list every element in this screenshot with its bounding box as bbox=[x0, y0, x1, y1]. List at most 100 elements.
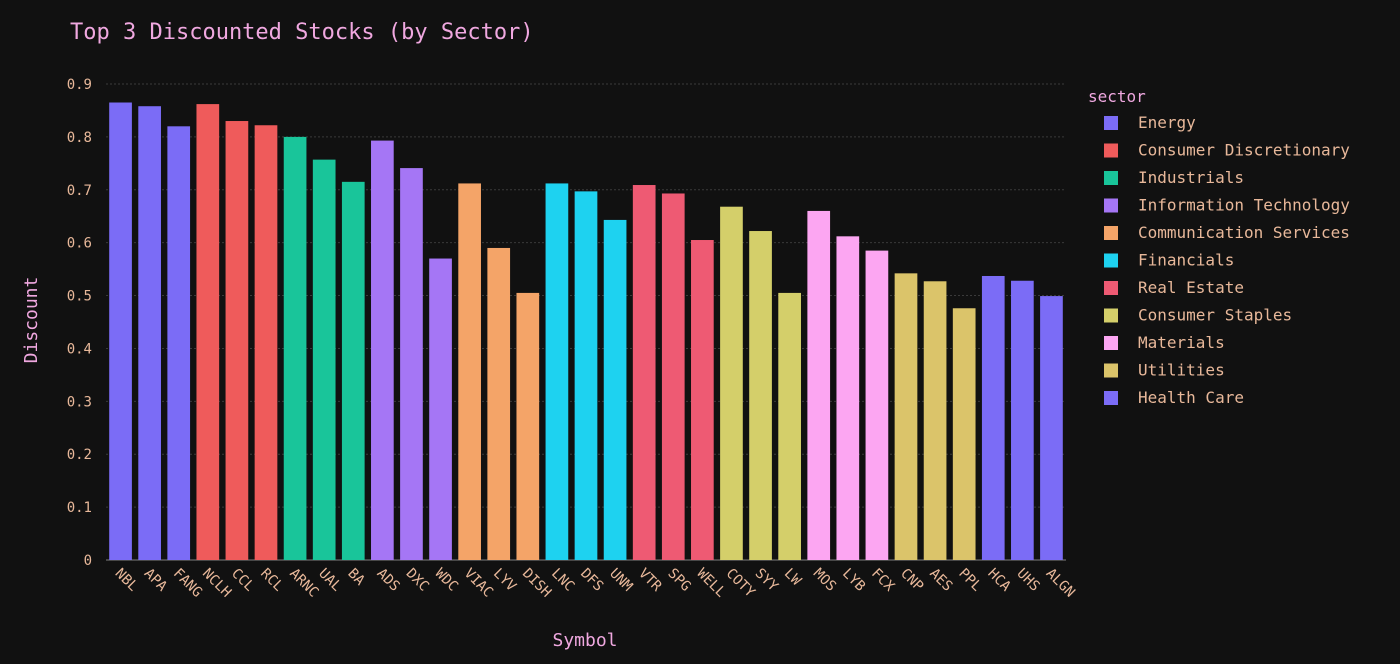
x-tick-label: UNM bbox=[606, 566, 635, 595]
bar-syy[interactable] bbox=[749, 231, 772, 560]
legend-item[interactable]: Health Care bbox=[1104, 388, 1244, 407]
legend-swatch bbox=[1104, 198, 1118, 213]
y-tick-label: 0.3 bbox=[67, 394, 92, 410]
bar-lw[interactable] bbox=[778, 292, 801, 560]
legend-label: Materials bbox=[1138, 333, 1225, 352]
legend-item[interactable]: Utilities bbox=[1104, 361, 1225, 380]
bar-unm[interactable] bbox=[603, 219, 627, 561]
x-tick-label: WELL bbox=[694, 566, 729, 601]
y-tick-label: 0.2 bbox=[67, 447, 92, 463]
x-tick-label: FCX bbox=[868, 566, 898, 596]
bar-ual[interactable] bbox=[312, 159, 336, 560]
legend-item[interactable]: Consumer Discretionary bbox=[1104, 141, 1350, 160]
x-tick-label: DFS bbox=[577, 566, 606, 595]
legend-swatch bbox=[1104, 143, 1118, 158]
bar-lnc[interactable] bbox=[545, 183, 569, 560]
bar-cnp[interactable] bbox=[894, 273, 918, 560]
bar-algn[interactable] bbox=[1040, 296, 1063, 560]
legend-item[interactable]: Information Technology bbox=[1104, 196, 1350, 215]
y-tick-label: 0 bbox=[84, 553, 92, 569]
bar-aes[interactable] bbox=[923, 281, 947, 560]
bar-lyv[interactable] bbox=[487, 247, 511, 560]
x-tick-label: NCLH bbox=[199, 566, 234, 601]
x-axis-title: Symbol bbox=[552, 630, 617, 651]
x-tick-label: VIAC bbox=[461, 566, 496, 601]
bar-fang[interactable] bbox=[167, 126, 191, 560]
y-axis-ticks: 0 0.1 0.2 0.3 0.4 0.5 0.6 0.7 0.8 0.9 bbox=[67, 77, 92, 569]
bar-nclh[interactable] bbox=[196, 104, 220, 560]
legend-item[interactable]: Industrials bbox=[1104, 168, 1244, 187]
legend-label: Real Estate bbox=[1138, 278, 1244, 297]
bar-ads[interactable] bbox=[371, 140, 394, 560]
bars bbox=[109, 102, 1063, 561]
legend-label: Utilities bbox=[1138, 361, 1225, 380]
x-tick-label: UHS bbox=[1014, 566, 1043, 595]
x-tick-label: LYB bbox=[839, 566, 868, 595]
bar-wdc[interactable] bbox=[429, 258, 452, 560]
x-tick-label: VTR bbox=[635, 566, 665, 596]
bar-dfs[interactable] bbox=[574, 191, 598, 561]
y-tick-label: 0.5 bbox=[67, 289, 92, 305]
bar-arnc[interactable] bbox=[283, 136, 307, 560]
x-tick-label: ADS bbox=[374, 566, 403, 595]
x-tick-label: CNP bbox=[897, 566, 926, 595]
bar-apa[interactable] bbox=[138, 106, 161, 561]
x-tick-label: LW bbox=[781, 566, 805, 590]
x-tick-label: WDC bbox=[432, 566, 461, 595]
legend-item[interactable]: Communication Services bbox=[1104, 223, 1350, 242]
bar-spg[interactable] bbox=[661, 193, 685, 561]
chart-title: Top 3 Discounted Stocks (by Sector) bbox=[70, 20, 534, 45]
x-tick-label: HCA bbox=[984, 566, 1014, 596]
bar-uhs[interactable] bbox=[1011, 280, 1034, 560]
x-tick-label: ALGN bbox=[1043, 566, 1078, 601]
legend-label: Energy bbox=[1138, 113, 1196, 132]
legend-label: Information Technology bbox=[1138, 196, 1350, 215]
legend-swatch bbox=[1104, 391, 1118, 405]
legend-label: Health Care bbox=[1138, 388, 1244, 407]
bar-ccl[interactable] bbox=[225, 121, 249, 561]
x-tick-label: DXC bbox=[403, 566, 432, 595]
legend-swatch bbox=[1104, 116, 1118, 130]
legend-item[interactable]: Energy bbox=[1104, 113, 1196, 132]
x-tick-label: APA bbox=[141, 566, 171, 596]
bar-well[interactable] bbox=[691, 240, 714, 560]
x-tick-label: AES bbox=[926, 566, 955, 595]
legend-swatch bbox=[1104, 226, 1118, 240]
x-tick-label: FANG bbox=[170, 566, 205, 601]
legend-swatch bbox=[1104, 336, 1118, 350]
bar-nbl[interactable] bbox=[109, 102, 132, 560]
legend-label: Financials bbox=[1138, 251, 1234, 270]
bar-ba[interactable] bbox=[341, 181, 365, 560]
legend-title: sector bbox=[1088, 87, 1146, 106]
legend-item[interactable]: Real Estate bbox=[1104, 278, 1244, 297]
bar-lyb[interactable] bbox=[836, 236, 860, 560]
bar-dish[interactable] bbox=[516, 292, 540, 560]
x-tick-label: MOS bbox=[810, 566, 839, 595]
bar-rcl[interactable] bbox=[254, 125, 278, 560]
y-axis-title: Discount bbox=[21, 277, 42, 364]
bar-mos[interactable] bbox=[807, 210, 831, 560]
bar-fcx[interactable] bbox=[865, 250, 889, 560]
y-tick-label: 0.6 bbox=[67, 236, 92, 252]
x-tick-label: PPL bbox=[955, 566, 984, 595]
x-tick-label: NBL bbox=[112, 566, 141, 595]
x-tick-label: RCL bbox=[257, 566, 286, 595]
y-tick-label: 0.9 bbox=[67, 77, 92, 93]
bar-dxc[interactable] bbox=[400, 168, 423, 560]
bar-ppl[interactable] bbox=[952, 308, 976, 560]
bar-vtr[interactable] bbox=[632, 185, 656, 560]
legend-item[interactable]: Consumer Staples bbox=[1104, 306, 1292, 325]
bar-hca[interactable] bbox=[981, 275, 1005, 560]
y-tick-label: 0.1 bbox=[67, 500, 92, 516]
legend-label: Consumer Discretionary bbox=[1138, 141, 1350, 160]
legend-swatch bbox=[1104, 363, 1118, 378]
legend-swatch bbox=[1104, 253, 1118, 268]
bar-viac[interactable] bbox=[458, 183, 481, 560]
legend-swatch bbox=[1104, 281, 1118, 295]
legend-item[interactable]: Financials bbox=[1104, 251, 1234, 270]
y-tick-label: 0.7 bbox=[67, 183, 92, 199]
legend-item[interactable]: Materials bbox=[1104, 333, 1225, 352]
bar-coty[interactable] bbox=[720, 206, 743, 560]
